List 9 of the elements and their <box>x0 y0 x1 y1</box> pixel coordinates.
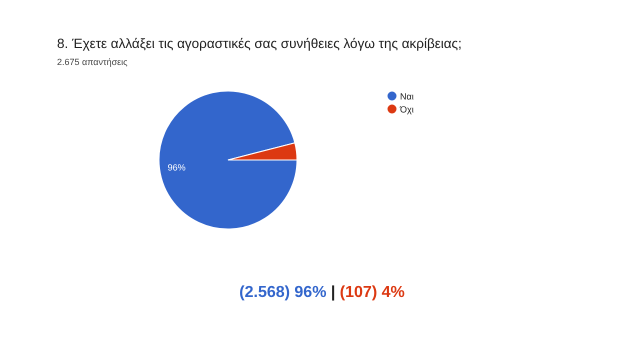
legend-label: Ναι <box>400 92 414 102</box>
text: (107) 4% <box>335 284 405 301</box>
data-label: 96% <box>168 162 186 172</box>
pie-slice <box>158 90 298 230</box>
chart-title: 8. Έχετε αλλάξει τις αγοραστικές σας συνήθειες λόγω της ακρίβειας; <box>57 36 462 51</box>
text: (2.568) 96% <box>239 284 326 301</box>
text: | <box>326 284 336 301</box>
chart-subtitle: 2.675 απαντήσεις <box>57 57 128 67</box>
legend-label: Όχι <box>399 104 414 114</box>
